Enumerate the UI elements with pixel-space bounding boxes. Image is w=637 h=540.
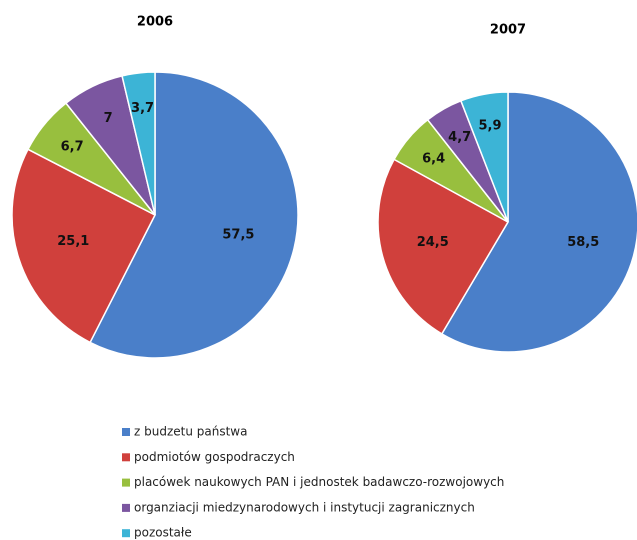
legend-label: organziacji miedzynarodowych i instytucj… [134, 500, 475, 514]
pie-slice [377, 158, 510, 335]
pie-slice [459, 91, 509, 223]
chart-title: 2006 [137, 15, 173, 30]
legend-swatch [122, 453, 130, 462]
data-label: 24,5 [417, 235, 449, 250]
legend-label: placówek naukowych PAN i jednostek badaw… [134, 475, 504, 489]
pie-slice [11, 148, 157, 344]
data-label: 6,4 [422, 151, 445, 166]
data-label: 25,1 [57, 234, 89, 249]
pie-slice [440, 91, 637, 353]
pie-slice [89, 71, 299, 359]
data-label: 5,9 [479, 119, 502, 134]
data-label: 6,7 [61, 139, 84, 154]
legend-label: pozostałe [134, 526, 192, 540]
data-label: 3,7 [131, 101, 154, 116]
chart-title: 2007 [490, 23, 526, 38]
legend-label: z budzetu państwa [134, 425, 247, 439]
legend-swatch [122, 503, 130, 512]
legend-swatch [122, 428, 130, 436]
data-label: 57,5 [222, 228, 254, 243]
pie-slice [121, 71, 156, 216]
legend-label: podmiotów gospodraczych [134, 450, 295, 464]
legend-swatch [122, 478, 130, 487]
data-label: 58,5 [567, 235, 599, 250]
legend-swatch [122, 529, 130, 538]
data-label: 7 [104, 111, 113, 126]
data-label: 4,7 [448, 130, 471, 145]
